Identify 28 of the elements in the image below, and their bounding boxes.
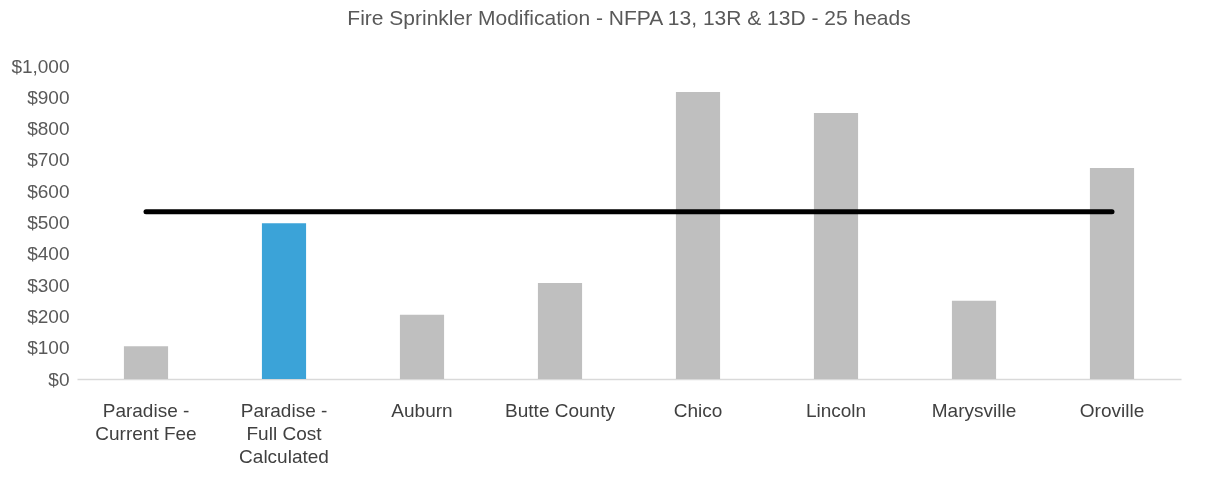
bar bbox=[675, 91, 721, 379]
bar bbox=[951, 300, 997, 379]
x-tick-label: Auburn bbox=[391, 399, 453, 421]
bar bbox=[1089, 168, 1135, 379]
y-tick-label: $800 bbox=[27, 118, 70, 140]
y-tick-label: $0 bbox=[48, 368, 70, 390]
bar bbox=[123, 346, 169, 379]
y-tick-label: $100 bbox=[27, 337, 70, 359]
y-tick-label: $600 bbox=[27, 180, 70, 202]
y-tick-label: $900 bbox=[27, 86, 70, 108]
chart-title: Fire Sprinkler Modification - NFPA 13, 13R & 13D - 25 heads bbox=[347, 6, 911, 29]
x-tick-label: Oroville bbox=[1079, 399, 1145, 421]
bar bbox=[399, 314, 445, 379]
x-tick-label: Chico bbox=[673, 399, 723, 421]
y-tick-label: $300 bbox=[27, 274, 70, 296]
bar bbox=[813, 112, 859, 379]
bar bbox=[261, 223, 307, 379]
y-tick-label: $200 bbox=[27, 305, 70, 327]
y-tick-label: $700 bbox=[27, 149, 70, 171]
y-tick-label: $400 bbox=[27, 243, 70, 265]
x-tick-label: Lincoln bbox=[805, 399, 867, 421]
x-tick-label: Butte County bbox=[505, 399, 616, 421]
y-tick-label: $500 bbox=[27, 212, 70, 233]
x-tick-label: Paradise - Full Cost Calculated bbox=[239, 399, 329, 467]
y-tick-label: $1,000 bbox=[11, 55, 70, 77]
x-tick-label: Marysville bbox=[931, 399, 1017, 421]
bar bbox=[537, 282, 583, 379]
x-tick-label: Paradise - Current Fee bbox=[95, 399, 197, 444]
